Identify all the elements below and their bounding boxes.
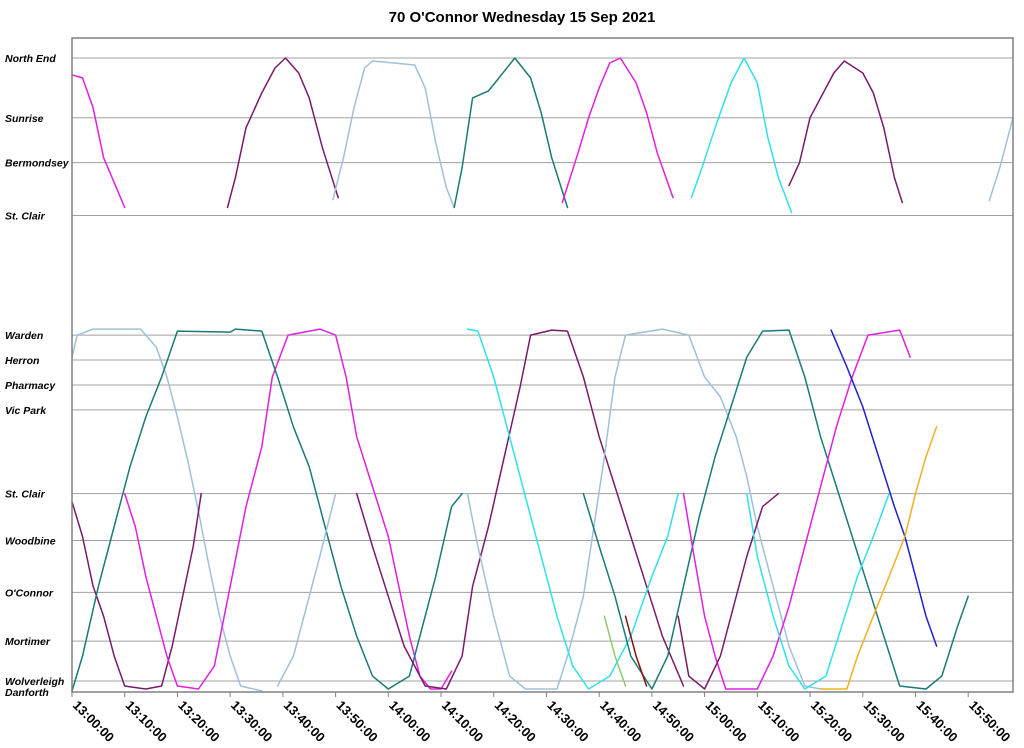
x-tick-label: 15:20:00 — [808, 698, 855, 745]
stop-label: Danforth — [5, 687, 49, 699]
trip-line — [988, 117, 1014, 202]
x-tick-label: 15:40:00 — [913, 698, 960, 745]
x-tick-label: 15:30:00 — [861, 698, 908, 745]
trip-line — [677, 492, 780, 690]
trip-line — [71, 492, 202, 690]
x-tick-label: 15:50:00 — [966, 698, 1013, 745]
x-tick-label: 15:00:00 — [702, 698, 749, 745]
stop-label: Wolverleigh — [5, 676, 64, 688]
stop-label: St. Clair — [5, 489, 46, 501]
x-tick-label: 15:10:00 — [755, 698, 802, 745]
x-tick-label: 14:20:00 — [492, 698, 539, 745]
stop-label: St. Clair — [5, 211, 46, 223]
stop-labels: North End Sunrise Bermondsey St. Clair Warde… — [5, 53, 70, 699]
stop-label: Herron — [5, 355, 39, 367]
x-tick-label: 14:10:00 — [439, 698, 486, 745]
trip-line — [71, 328, 263, 692]
x-tick-label: 13:30:00 — [228, 698, 275, 745]
stop-label: Sunrise — [5, 113, 44, 125]
stop-label: Woodbine — [5, 535, 56, 547]
trip-line — [788, 60, 904, 204]
trip-line — [682, 329, 911, 690]
trips-layer — [71, 57, 1014, 692]
chart-title: 70 O'Connor Wednesday 15 Sep 2021 — [389, 9, 656, 26]
x-tick-label: 14:40:00 — [597, 698, 644, 745]
trip-line — [71, 74, 126, 209]
plot-frame — [71, 37, 1014, 693]
x-tick-label: 13:50:00 — [333, 698, 380, 745]
trip-line — [466, 328, 822, 690]
stop-label: Bermondsey — [5, 158, 70, 170]
trip-line — [71, 328, 463, 692]
trip-line — [453, 57, 569, 209]
x-tick-label: 13:40:00 — [281, 698, 328, 745]
trip-line — [690, 57, 793, 214]
trip-line — [830, 329, 938, 647]
trip-line — [276, 492, 337, 687]
x-axis-ticks: 13:00:00 13:10:00 13:20:00 13:30:00 13:40:00… — [70, 692, 1013, 745]
trip-line — [624, 615, 648, 687]
trip-line — [603, 615, 627, 687]
stop-label: O'Connor — [5, 587, 54, 599]
stop-label: Vic Park — [5, 405, 47, 417]
trip-line — [819, 426, 938, 690]
stop-label: North End — [5, 53, 56, 65]
trip-line — [123, 328, 453, 690]
x-tick-label: 14:30:00 — [544, 698, 591, 745]
trip-line — [746, 492, 890, 690]
trip-line — [226, 57, 339, 209]
x-tick-label: 14:00:00 — [386, 698, 433, 745]
trip-line — [466, 328, 679, 690]
trip-line — [332, 60, 455, 209]
x-tick-label: 13:00:00 — [70, 698, 117, 745]
trip-line — [582, 329, 969, 690]
x-tick-label: 14:50:00 — [650, 698, 697, 745]
stop-label: Mortimer — [5, 636, 51, 648]
x-tick-label: 13:20:00 — [175, 698, 222, 745]
trip-line — [355, 329, 685, 690]
stop-label: Pharmacy — [5, 380, 56, 392]
stop-label: Warden — [5, 330, 43, 342]
x-tick-label: 13:10:00 — [123, 698, 170, 745]
trip-line — [561, 57, 674, 204]
